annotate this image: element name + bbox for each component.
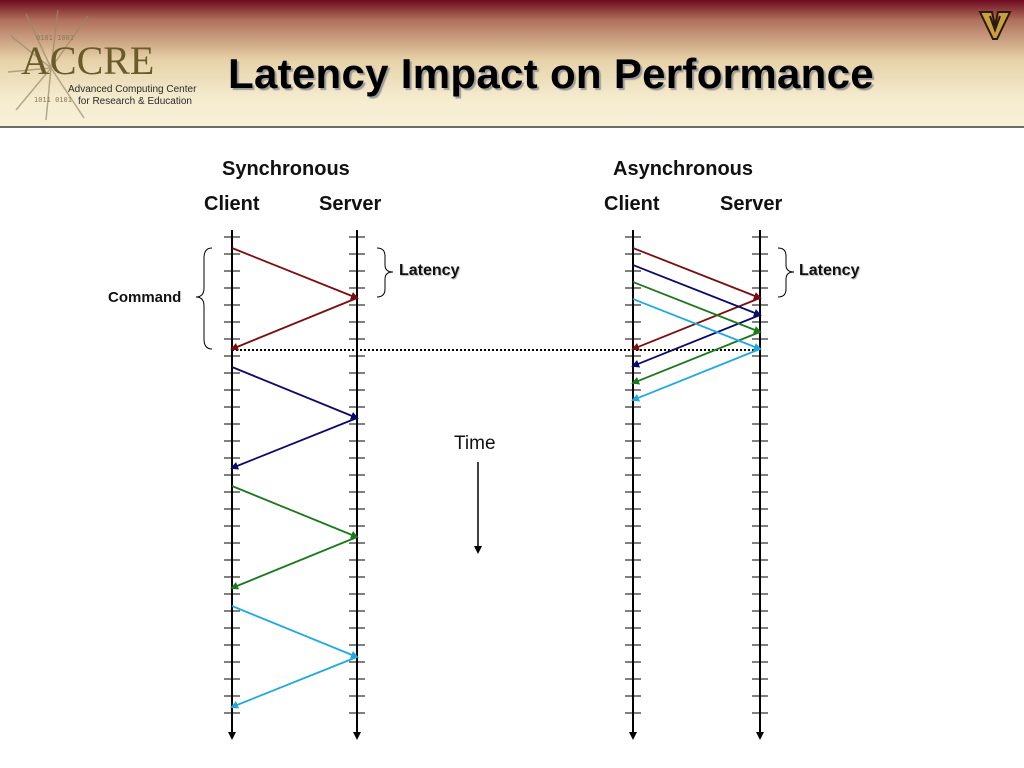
async-cmd1-request	[632, 247, 762, 300]
vanderbilt-v-icon	[978, 11, 1012, 40]
logo-subtitle-1: Advanced Computing Center	[68, 84, 197, 95]
async-heading: Asynchronous	[613, 158, 754, 180]
sync-cmd1-request	[231, 247, 359, 300]
sync-client-label: Client	[204, 193, 260, 215]
async-cmd3-request	[632, 281, 762, 334]
async-latency-bracket	[777, 247, 795, 298]
sync-cmd3-response	[230, 536, 358, 590]
sync-server-label: Server	[319, 193, 382, 215]
async-server-label: Server	[720, 193, 783, 215]
sync-cmd4-response	[230, 656, 358, 709]
async-cmd4-request	[632, 298, 762, 351]
sync-cmd2-response	[230, 417, 358, 470]
logo-subtitle-2: for Research & Education	[78, 96, 192, 107]
slide-title: Latency Impact on Performance	[228, 50, 874, 97]
slide-header: 0101 1001 1011 0101 ACCRE Advanced Compu…	[0, 0, 1024, 128]
sync-heading: Synchronous	[222, 158, 350, 180]
sync-latency-bracket	[376, 247, 394, 298]
async-latency-label: Latency	[799, 262, 860, 279]
svg-text:1011 0101: 1011 0101	[34, 96, 72, 104]
sync-cmd1-response	[230, 297, 358, 351]
sync-command-label: Command	[108, 289, 182, 306]
sync-cmd4-request	[231, 605, 359, 659]
async-messages	[631, 247, 762, 402]
sync-messages	[230, 247, 359, 709]
async-cmd4-response	[631, 348, 761, 402]
async-cmd2-request	[632, 264, 762, 317]
sync-cmd3-request	[231, 485, 359, 539]
svg-text:0101 1001: 0101 1001	[36, 34, 74, 42]
accre-logo: 0101 1001 1011 0101 ACCRE Advanced Compu…	[7, 9, 197, 121]
async-client-label: Client	[604, 193, 660, 215]
timelines	[228, 230, 764, 740]
sync-latency-label: Latency	[399, 262, 460, 279]
logo-wordmark: ACCRE	[21, 38, 154, 83]
time-label: Time	[454, 433, 496, 454]
sync-cmd2-request	[231, 366, 359, 420]
sync-command-bracket	[195, 247, 213, 350]
